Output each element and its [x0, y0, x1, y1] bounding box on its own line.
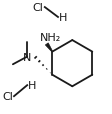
- Text: H: H: [28, 80, 36, 90]
- Polygon shape: [45, 44, 52, 52]
- Text: N: N: [23, 52, 31, 62]
- Text: H: H: [59, 13, 67, 23]
- Text: Cl: Cl: [32, 3, 43, 13]
- Text: Cl: Cl: [2, 91, 13, 101]
- Text: NH₂: NH₂: [40, 32, 61, 42]
